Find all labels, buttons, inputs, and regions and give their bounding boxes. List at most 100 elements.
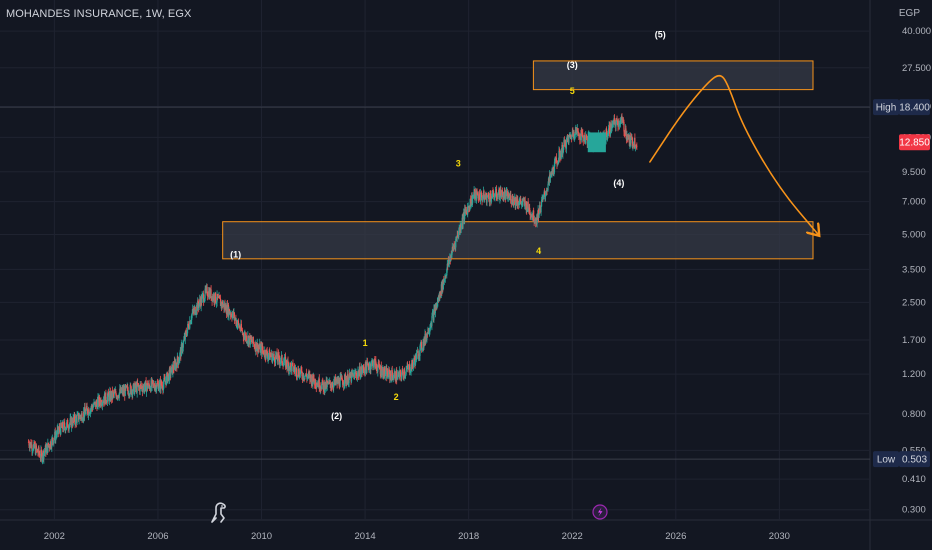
candle-body [533,210,535,222]
lightning-icon[interactable] [592,504,608,520]
candle-body [489,193,491,202]
candle-body [568,135,570,143]
candle-body [174,361,176,363]
candle-body [233,312,236,320]
candle-body [204,298,206,302]
candle-body [153,383,155,388]
candle-body [607,133,609,135]
candle-body [323,382,325,392]
candle-body [302,373,304,379]
candle-body [155,385,157,392]
candle-body [58,430,60,433]
candle-body [95,401,98,404]
candle-body [321,383,323,390]
candle-body [456,237,458,239]
candle-body [560,152,563,158]
price-tick-label: 0.550 [902,445,926,456]
price-tick-label: 27.500 [902,63,931,74]
candle-body [144,381,146,387]
candle-body [401,374,403,379]
candle-body [460,227,462,230]
candle-body [421,348,424,350]
candle-body [44,451,46,453]
candle-body [162,384,165,391]
candle-body [129,384,131,395]
candle-body [250,335,252,340]
candle-body [262,345,264,351]
candle-body [543,192,546,195]
candle-body [151,379,154,381]
candle-body [191,312,193,315]
candle-body [189,320,191,329]
candle-body [276,352,278,360]
candle-body [361,369,364,373]
candle-body [85,410,87,415]
candle-body [190,319,192,322]
candle-body [214,292,217,303]
candle-body [457,235,459,237]
candle-body [279,361,282,363]
candle-body [605,129,608,134]
candle-body [69,418,71,424]
candle-body [621,116,623,120]
candle-body [295,368,298,377]
candle-body [564,140,567,148]
candle-body [566,137,568,139]
candle-body [249,335,251,345]
candle-body [622,121,625,123]
candle-body [322,379,324,384]
candle-body [82,418,84,421]
candle-body [71,419,73,425]
candle-body [434,307,436,313]
candle-body [554,159,556,162]
candle-body [390,373,392,377]
candle-body [618,120,620,126]
candle-body [482,196,484,199]
candle-body [139,384,141,392]
candle-body [170,372,172,376]
candle-body [384,367,386,376]
candle-body [501,190,503,198]
candle-body [610,123,612,131]
candle-body [493,197,496,200]
candle-body [207,294,209,297]
candle-body [474,192,476,199]
candle-body [344,374,346,377]
candle-body [429,326,432,328]
candle-body [269,355,271,360]
candle-body [327,381,329,383]
candle-body [183,339,185,342]
candle-body [179,352,181,360]
candle-body [130,384,132,387]
candle-body [450,254,452,261]
candle-body [241,329,243,331]
price-tick-label: 7.000 [902,197,926,208]
candle-body [127,386,129,391]
candle-body [272,357,274,363]
low-badge-label: Low [877,455,896,466]
candle-body [89,409,92,414]
candle-body [67,427,69,429]
candle-body [282,362,285,367]
resistance-zone [222,221,814,260]
candle-body [415,352,418,360]
price-axis[interactable]: 40.00027.50018.50013.5009.5007.0005.0003… [902,26,931,516]
candle-body [614,119,616,124]
dinosaur-icon[interactable] [211,502,226,523]
candle-body [522,199,524,200]
candle-body [305,373,307,376]
candle-body [78,418,80,421]
candle-body [158,387,160,391]
candle-body [370,361,372,367]
candle-body [501,190,503,193]
candle-body [283,357,286,362]
candle-body [540,199,543,207]
candle-body [536,213,538,224]
candle-body [451,247,453,254]
candle-body [436,302,438,307]
candle-body [156,383,158,389]
candle-body [435,302,437,310]
time-axis[interactable]: 2002 2006 2010 2014 2018 2022 2026 2030 [44,531,790,542]
candle-body [608,125,611,134]
